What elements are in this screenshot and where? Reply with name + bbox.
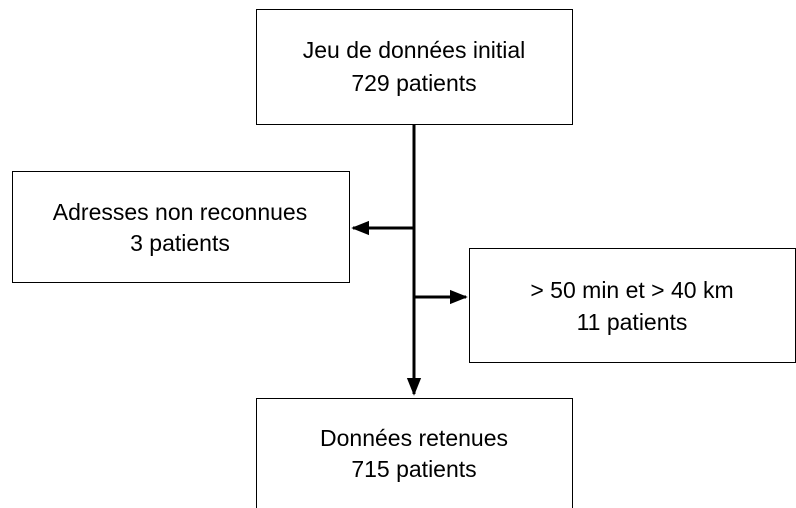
retained-box [256, 398, 573, 508]
initial-box [256, 9, 573, 125]
box-text: 3 patients [130, 230, 230, 256]
box-text: 729 patients [351, 70, 476, 96]
box-text: Adresses non reconnues [53, 199, 307, 225]
box-text: Données retenues [320, 425, 508, 451]
box-text: 11 patients [577, 309, 688, 335]
box-text: 715 patients [351, 456, 476, 482]
excluded-box [12, 171, 350, 283]
box-text: > 50 min et > 40 km [530, 277, 733, 303]
box-text: Jeu de données initial [303, 37, 526, 63]
excluded-box [469, 248, 796, 363]
